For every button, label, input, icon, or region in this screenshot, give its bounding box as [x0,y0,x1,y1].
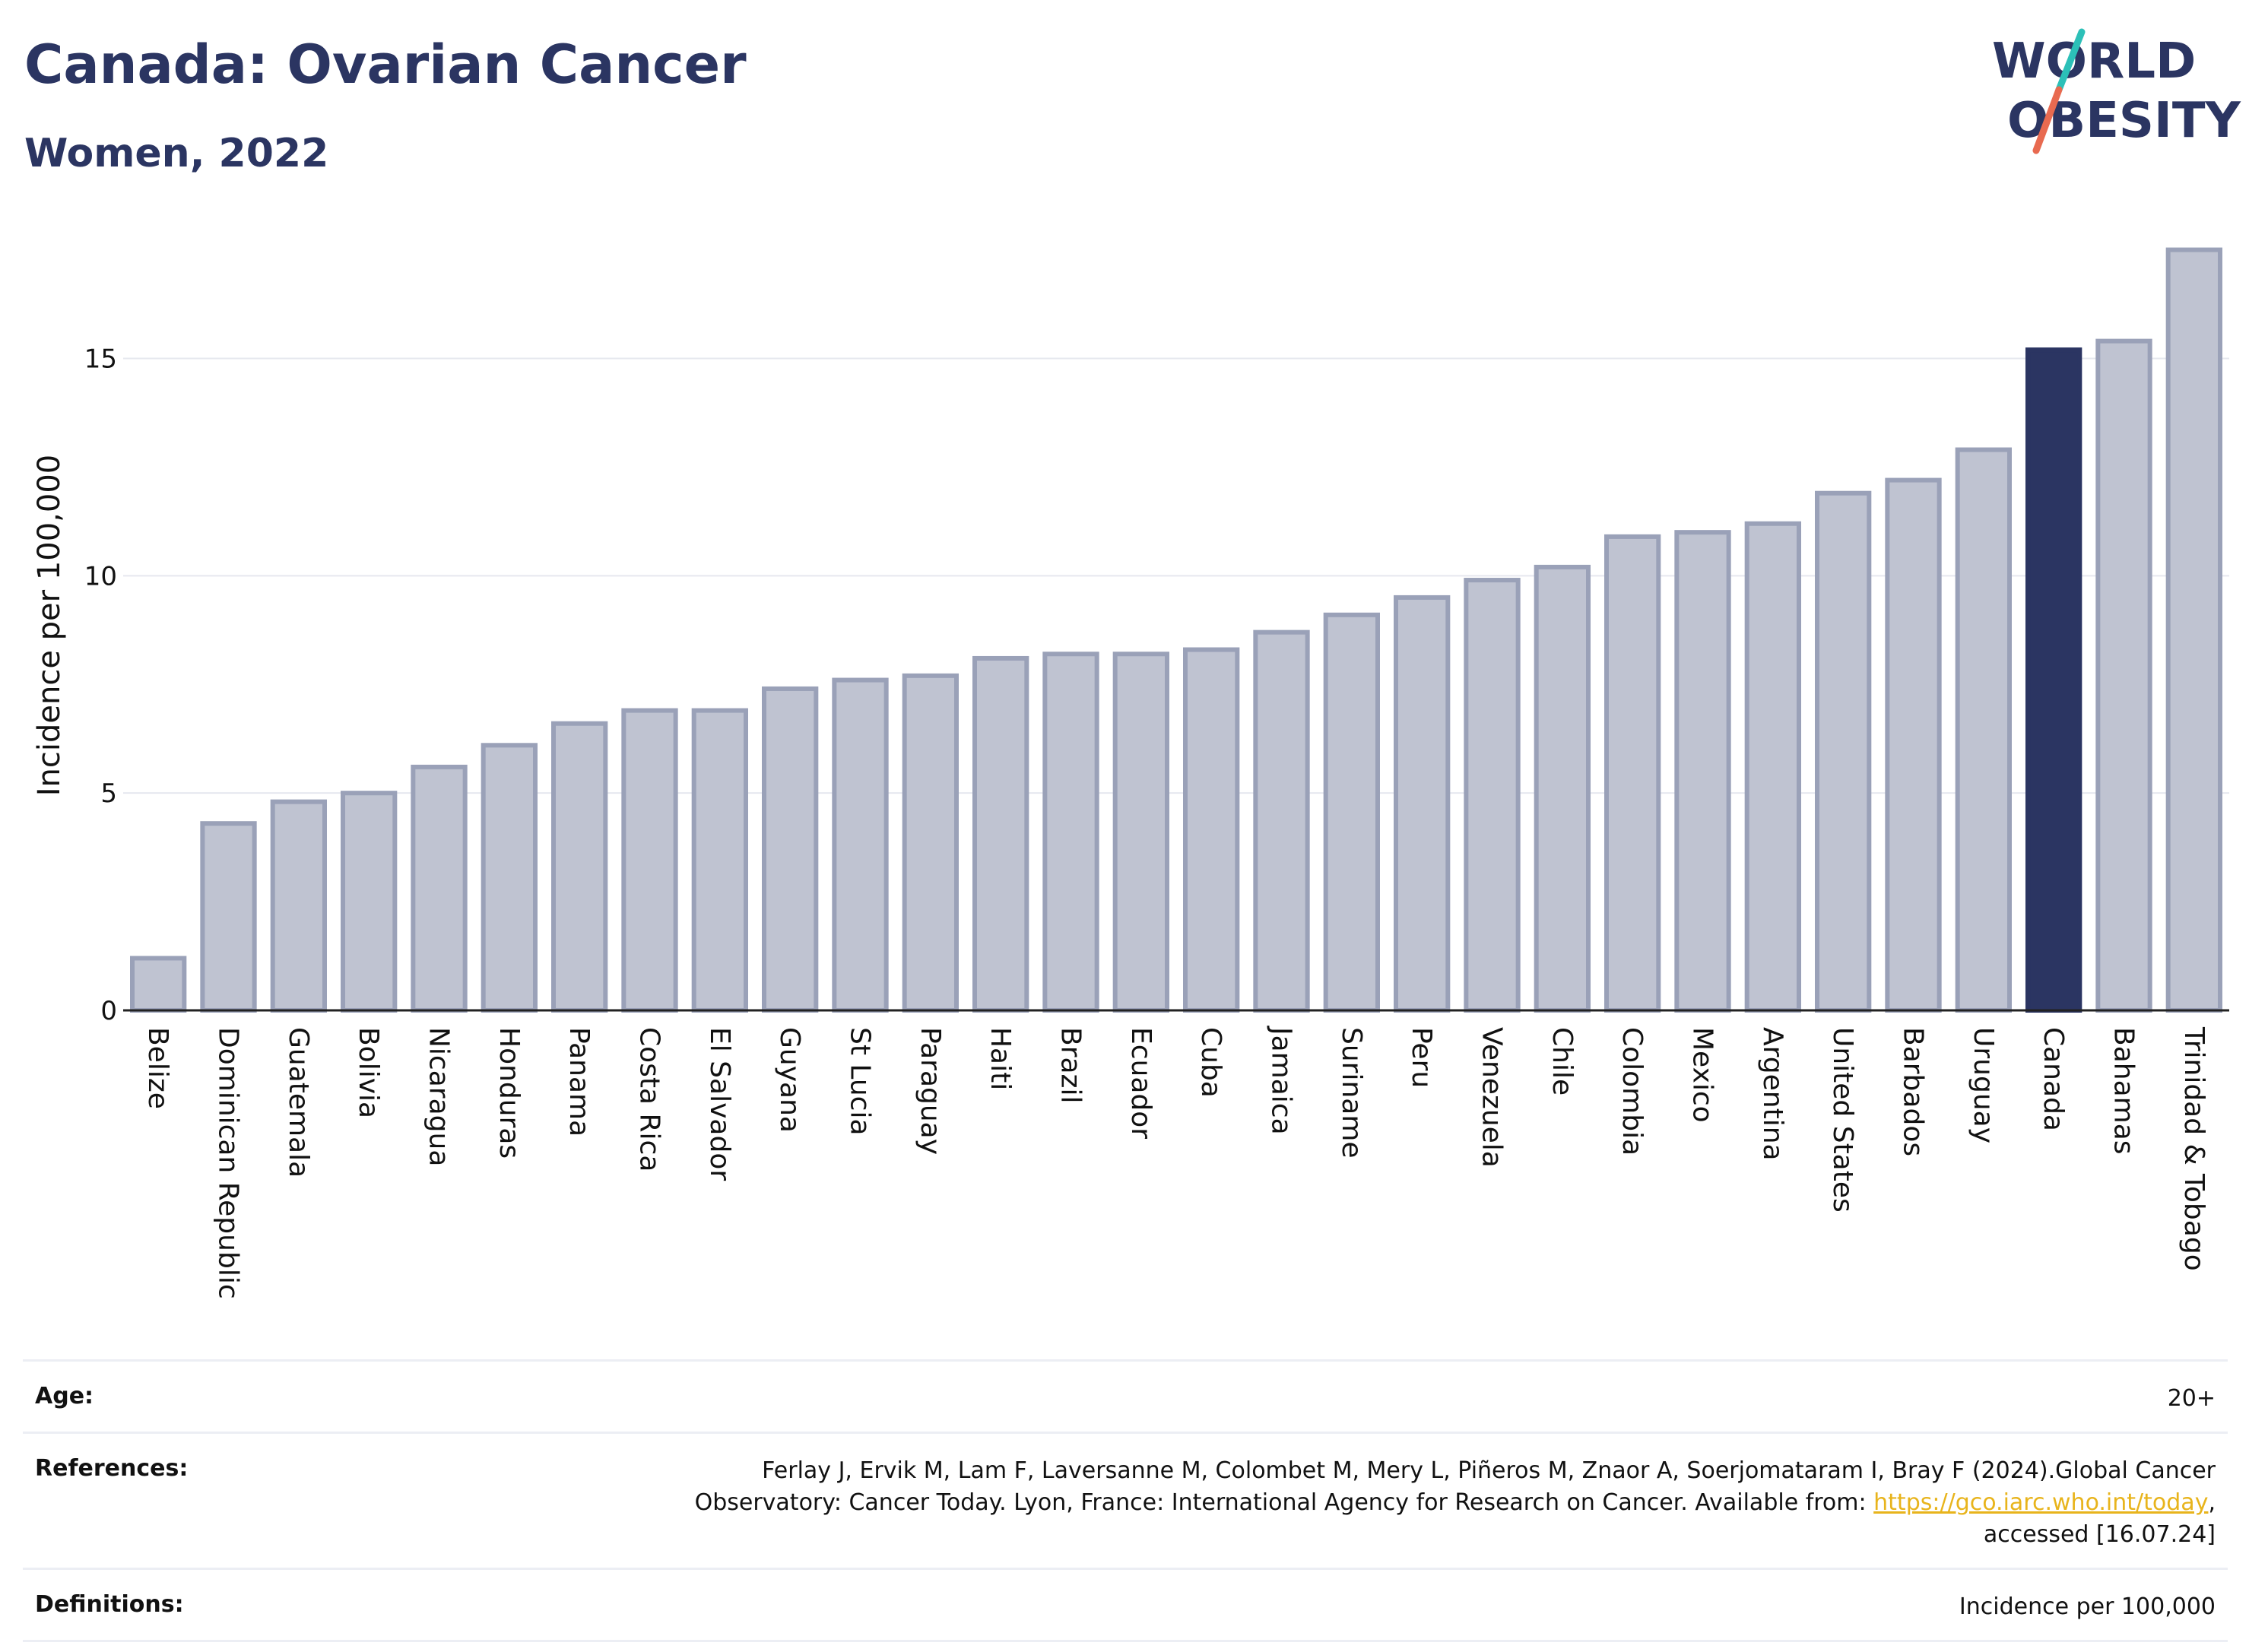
x-tick-label: Panama [563,1027,595,1137]
x-tick-label: Dominican Republic [213,1027,244,1299]
x-tick-label: Trinidad & Tobago [2178,1026,2209,1271]
y-tick-label: 10 [84,561,117,591]
x-tick-label: Suriname [1336,1027,1367,1159]
x-tick-label: Brazil [1055,1027,1086,1103]
age-value: 20+ [2167,1385,2216,1412]
bar-belize [130,956,187,1013]
logo-slash-coral [2032,86,2063,154]
x-tick-label: Jamaica [1266,1026,1297,1135]
references-line1: Ferlay J, Ervik M, Lam F, Laversanne M, … [762,1457,2216,1484]
category-label-layer: Belize Dominican Republic Guatemala Bolivia… [142,1026,2209,1299]
x-tick-label: Colombia [1616,1027,1648,1156]
bar-el-salvador [691,708,748,1013]
definitions-row: Definitions: Incidence per 100,000 [23,1570,2228,1642]
info-table: Age: 20+ References: Ferlay J, Ervik M, … [23,1359,2228,1642]
bar-guyana [762,686,819,1013]
x-tick-label: Mexico [1687,1027,1718,1123]
x-tick-label: Ecuador [1125,1027,1156,1139]
x-tick-label: Honduras [493,1027,525,1159]
bar-bahamas [2095,338,2152,1013]
x-tick-label: Paraguay [915,1027,946,1155]
bar-brazil [1042,652,1099,1013]
bar-st-lucia [832,677,889,1013]
x-tick-label: Guyana [774,1027,805,1133]
bar-cuba [1183,647,1240,1013]
chart-subtitle: Women, 2022 [24,131,329,176]
y-tick-label: 15 [84,344,117,375]
references-value: Ferlay J, Ervik M, Lam F, Laversanne M, … [695,1455,2216,1551]
x-tick-label: Cuba [1195,1027,1226,1098]
x-tick-label: Chile [1546,1027,1578,1096]
x-tick-label: Guatemala [283,1027,314,1178]
bar-colombia [1604,534,1661,1013]
x-tick-label: Canada [2038,1027,2069,1131]
definitions-label: Definitions: [35,1591,184,1618]
bar-panama [551,721,608,1013]
x-tick-label: Haiti [985,1027,1016,1090]
chart-title: Canada: Ovarian Cancer [24,33,747,96]
x-tick-label: Bahamas [2108,1027,2140,1155]
bar-bolivia [341,791,398,1013]
x-tick-label: Argentina [1757,1027,1788,1161]
bar-paraguay [902,673,959,1013]
bar-layer [130,247,2222,1013]
x-tick-label: Venezuela [1477,1027,1508,1168]
bar-peru [1394,595,1451,1013]
bar-mexico [1674,530,1731,1013]
x-tick-label: United States [1827,1027,1858,1213]
world-obesity-logo: WORLD OBESITY [1992,28,2241,154]
bar-venezuela [1464,578,1521,1013]
bar-barbados [1885,477,1942,1013]
bar-ecuador [1112,652,1169,1013]
y-tick-layer: 0 5 10 15 [84,344,117,1027]
grid-layer [123,357,2229,794]
logo-slash-teal [2055,28,2086,94]
bar-united-states [1815,490,1872,1013]
bar-haiti [972,655,1029,1013]
age-row: Age: 20+ [23,1362,2228,1434]
y-tick-label: 5 [100,778,117,809]
bar-argentina [1744,521,1801,1013]
x-tick-label: Belize [142,1027,173,1109]
x-tick-label: St Lucia [845,1027,876,1136]
bar-trinidad-tobago [2165,247,2222,1013]
bar-suriname [1323,612,1380,1013]
references-line3: accessed [16.07.24] [1983,1521,2216,1548]
bar-dominican-republic [200,821,257,1013]
y-tick-label: 0 [100,996,117,1026]
x-tick-label: Bolivia [353,1027,384,1118]
logo-line1: WORLD [1992,33,2196,90]
y-axis-label: Incidence per 100,000 [32,455,67,797]
bar-honduras [481,743,538,1013]
x-tick-label: El Salvador [704,1027,735,1181]
bar-chile [1534,564,1591,1013]
x-tick-label: Uruguay [1968,1027,1999,1143]
bar-uruguay [1955,447,2012,1013]
bar-canada [2025,347,2082,1013]
bar-chart: 0 5 10 15 Belize Dominican Republic Guatemala… [32,247,2229,1299]
bar-jamaica [1253,629,1310,1013]
references-row: References: Ferlay J, Ervik M, Lam F, La… [23,1434,2228,1570]
references-link[interactable]: https://gco.iarc.who.int/today [1873,1489,2209,1516]
bar-guatemala [270,799,327,1013]
references-line2-prefix: Observatory: Cancer Today. Lyon, France:… [694,1489,1874,1516]
references-label: References: [35,1455,189,1482]
x-tick-label: Barbados [1898,1027,1929,1156]
bar-nicaragua [411,764,468,1013]
bar-costa-rica [621,708,678,1013]
definitions-value: Incidence per 100,000 [1959,1593,2216,1620]
x-tick-label: Peru [1406,1027,1437,1088]
x-tick-label: Costa Rica [634,1027,665,1172]
x-tick-label: Nicaragua [423,1027,455,1166]
age-label: Age: [35,1383,94,1409]
references-line2-suffix: , [2208,1489,2216,1516]
